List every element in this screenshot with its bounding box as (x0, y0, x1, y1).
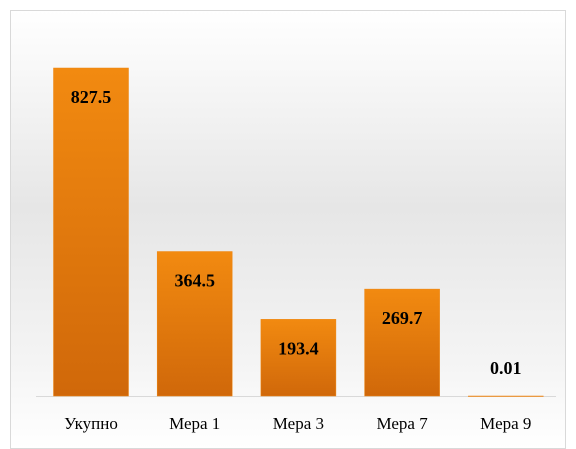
data-label: 193.4 (278, 338, 319, 358)
x-tick-label: Укупно (64, 414, 118, 433)
data-label: 827.5 (71, 87, 112, 107)
bar (53, 67, 129, 397)
data-label: 269.7 (382, 308, 423, 328)
x-tick-label: Мера 3 (273, 414, 324, 433)
data-label: 364.5 (174, 271, 215, 291)
x-tick-label: Мера 9 (480, 414, 531, 433)
bar (260, 319, 337, 397)
bar (468, 395, 544, 397)
x-tick-label: Мера 7 (376, 414, 428, 433)
x-tick-label: Мера 1 (169, 414, 220, 433)
bar (364, 288, 440, 397)
bar (156, 251, 233, 397)
data-label: 0.01 (490, 358, 522, 378)
